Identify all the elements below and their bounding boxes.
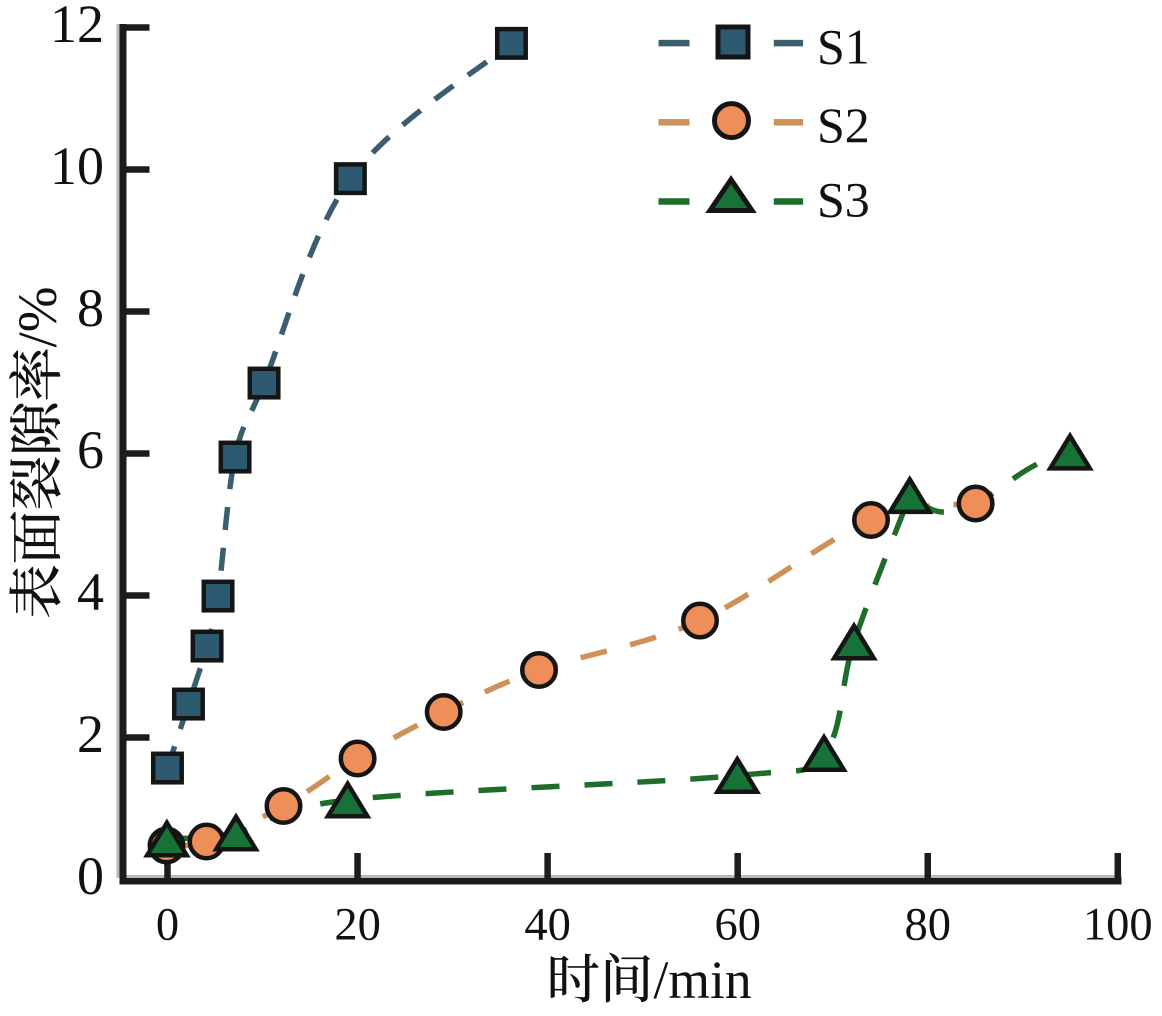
svg-text:12: 12 <box>50 0 104 54</box>
svg-text:0: 0 <box>77 846 104 906</box>
svg-text:60: 60 <box>714 900 761 951</box>
svg-text:/min: /min <box>654 950 752 1010</box>
svg-text:10: 10 <box>50 136 104 196</box>
svg-text:4: 4 <box>77 562 104 622</box>
svg-text:100: 100 <box>1083 900 1153 951</box>
svg-text:8: 8 <box>77 278 104 338</box>
svg-text:S3: S3 <box>817 172 870 228</box>
svg-text:S2: S2 <box>817 97 870 153</box>
svg-text:20: 20 <box>334 900 381 951</box>
svg-text:S1: S1 <box>817 18 870 74</box>
svg-text:/%: /% <box>7 286 68 347</box>
svg-text:80: 80 <box>904 900 951 951</box>
svg-text:40: 40 <box>524 900 571 951</box>
svg-text:0: 0 <box>156 900 179 951</box>
svg-text:2: 2 <box>77 704 104 764</box>
svg-text:6: 6 <box>77 420 104 480</box>
